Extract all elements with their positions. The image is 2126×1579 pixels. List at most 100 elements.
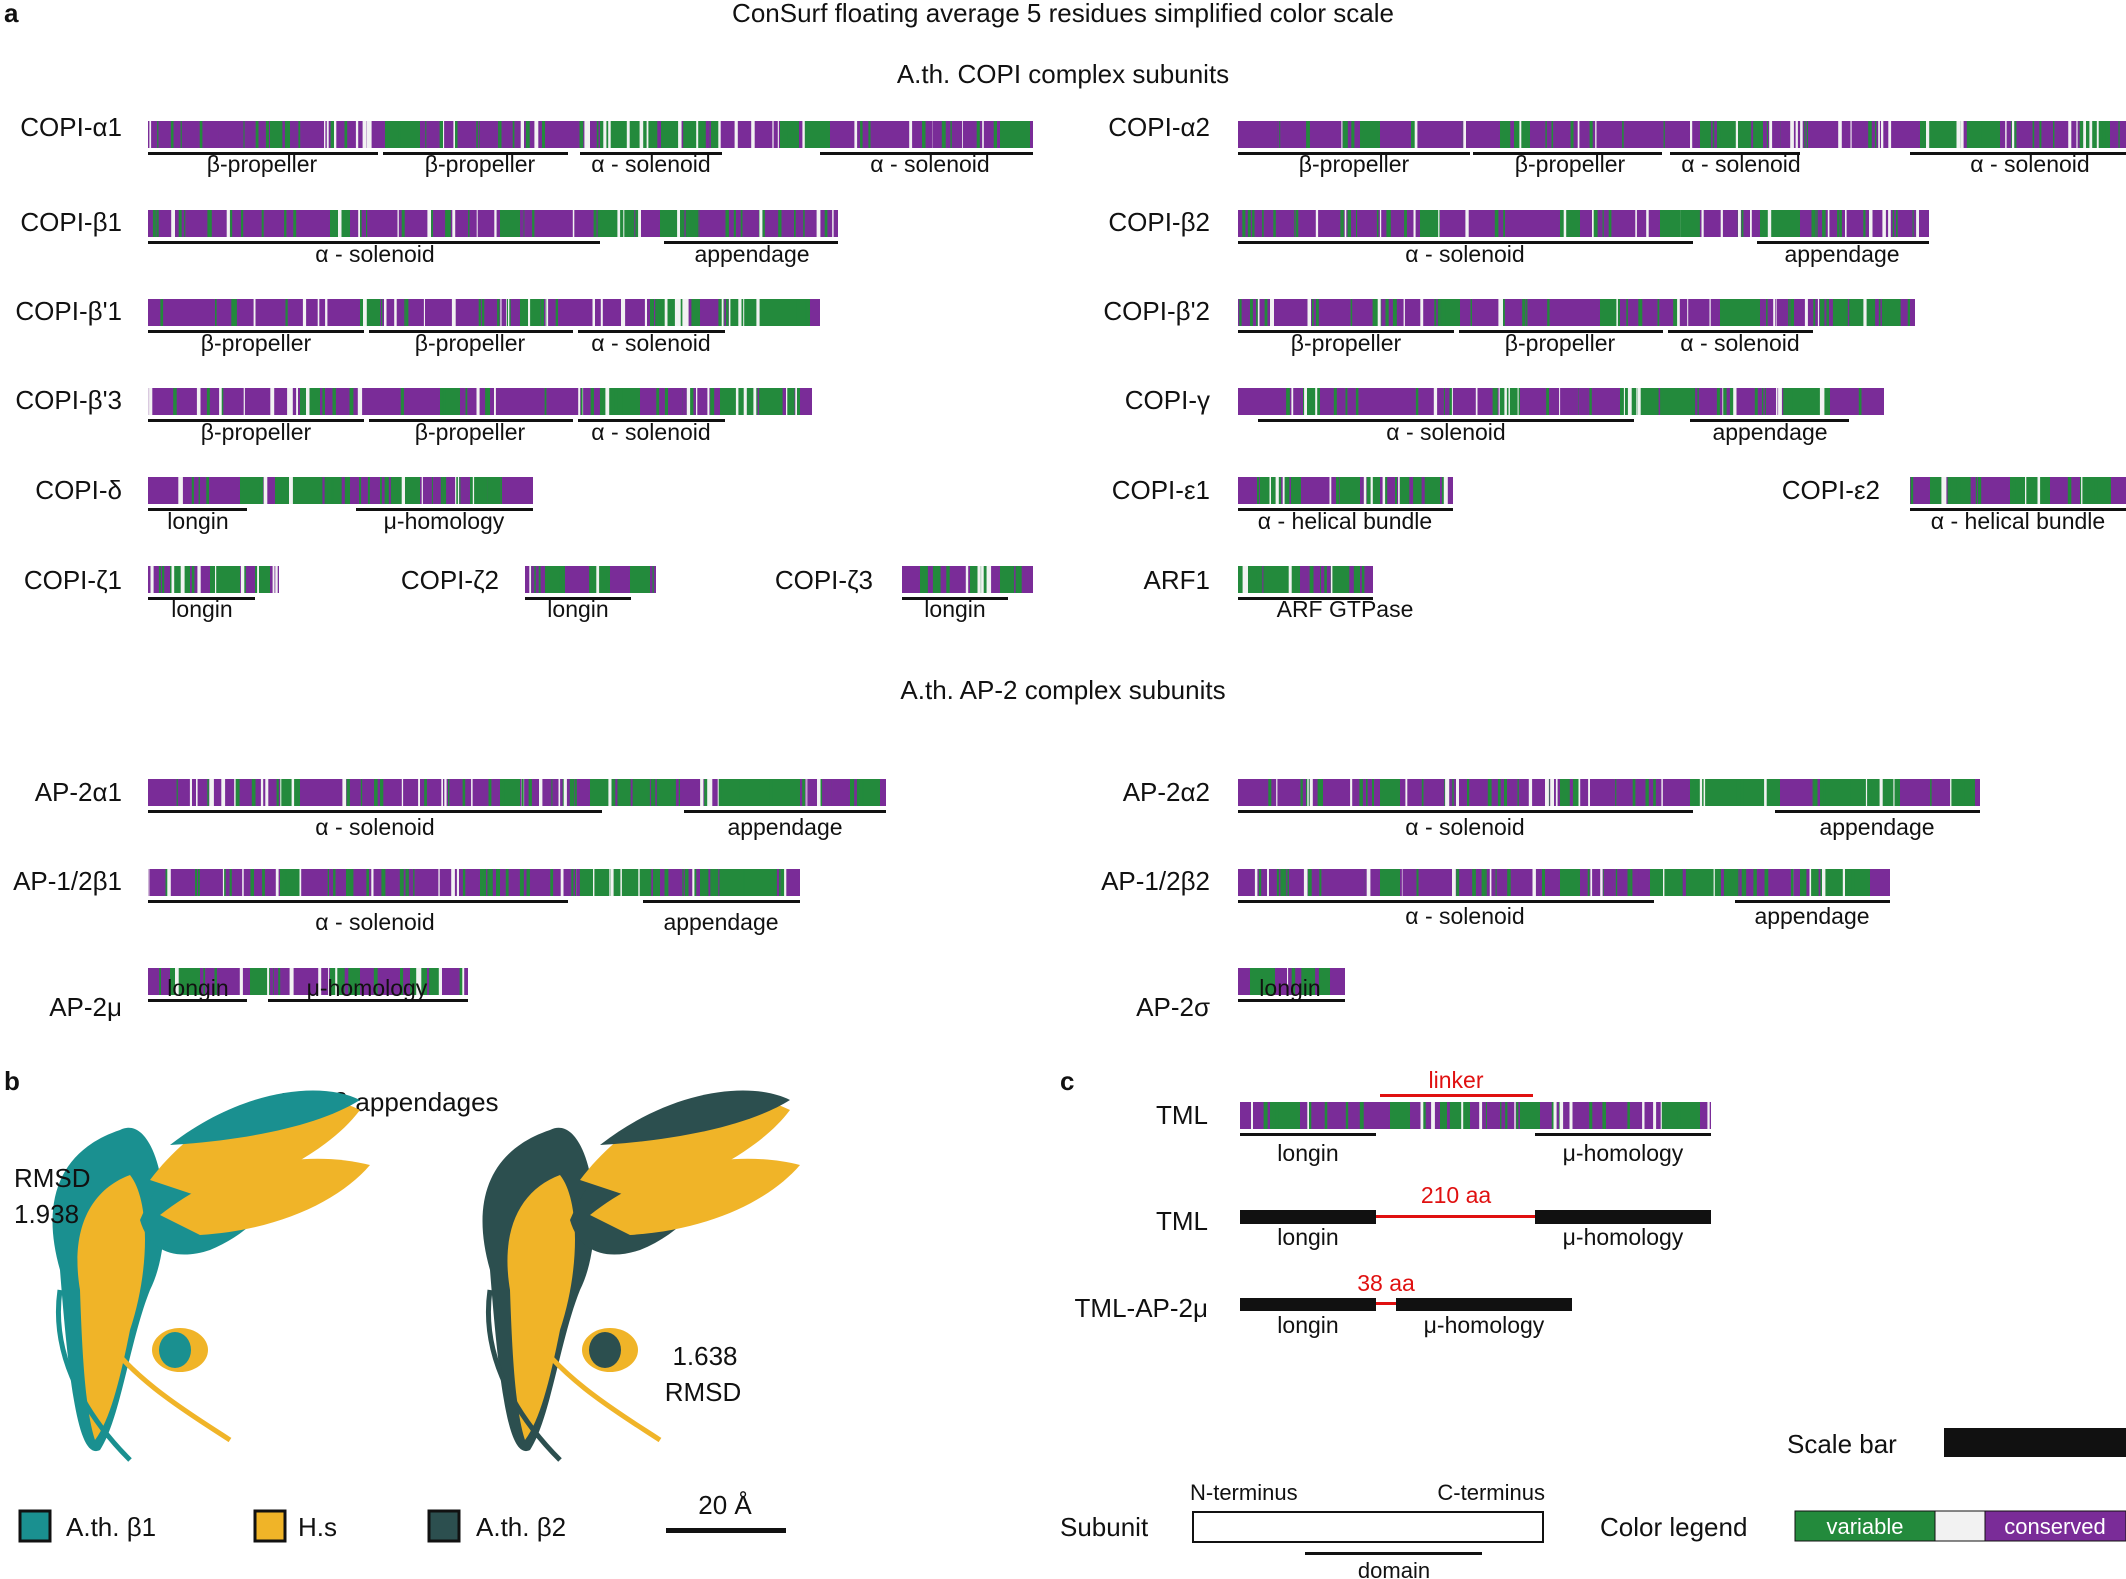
residue-stripe	[1602, 210, 1604, 237]
residue-stripe	[1292, 968, 1296, 995]
residue-stripe	[1863, 869, 1866, 896]
residue-stripe	[456, 477, 458, 504]
domain-label: domain	[1358, 1558, 1430, 1579]
scale-bar-label: Scale bar	[1787, 1429, 1897, 1459]
residue-stripe	[2023, 477, 2025, 504]
residue-stripe	[511, 299, 516, 326]
color-legend-variable-text: variable	[1826, 1514, 1903, 1539]
residue-stripe	[1811, 869, 1814, 896]
residue-stripe	[1941, 477, 1945, 504]
residue-stripe	[692, 299, 697, 326]
variable-segment	[1560, 869, 1580, 896]
residue-stripe	[1434, 299, 1437, 326]
residue-stripe	[1569, 779, 1573, 806]
residue-stripe	[1604, 779, 1607, 806]
residue-stripe	[1775, 299, 1777, 326]
residue-stripe	[1709, 299, 1711, 326]
residue-stripe	[1366, 869, 1371, 896]
residue-stripe	[681, 121, 684, 148]
residue-stripe	[652, 566, 654, 593]
residue-stripe	[563, 869, 568, 896]
residue-stripe	[278, 968, 281, 995]
residue-stripe	[359, 477, 362, 504]
residue-stripe	[1507, 869, 1511, 896]
residue-stripe	[963, 121, 967, 148]
residue-stripe	[1285, 869, 1289, 896]
residue-stripe	[331, 477, 333, 504]
residue-stripe	[450, 121, 454, 148]
domain-line	[1735, 900, 1890, 903]
domain-line	[1238, 330, 1454, 333]
residue-stripe	[555, 299, 558, 326]
residue-stripe	[1456, 779, 1459, 806]
residue-stripe	[1741, 210, 1744, 237]
residue-stripe	[244, 299, 247, 326]
variable-segment	[1320, 566, 1360, 593]
residue-stripe	[398, 121, 401, 148]
residue-stripe	[196, 388, 201, 415]
residue-stripe	[1459, 388, 1463, 415]
residue-stripe	[497, 299, 500, 326]
track-label: COPI-β2	[1108, 207, 1210, 237]
residue-stripe	[1413, 210, 1416, 237]
residue-stripe	[1550, 779, 1554, 806]
domain-line	[1459, 330, 1663, 333]
residue-stripe	[698, 210, 700, 237]
residue-stripe	[1782, 779, 1787, 806]
domain-line	[643, 900, 800, 903]
variable-segment	[700, 869, 780, 896]
residue-stripe	[1868, 121, 1872, 148]
residue-stripe	[1622, 121, 1624, 148]
residue-stripe	[1713, 869, 1715, 896]
track-copi-2: COPI-ε2 α - helical bundle	[1782, 475, 2126, 534]
residue-stripe	[1379, 210, 1382, 237]
residue-stripe	[1767, 210, 1772, 237]
residue-stripe	[302, 299, 307, 326]
residue-stripe	[1592, 210, 1595, 237]
residue-stripe	[682, 299, 687, 326]
residue-stripe	[1277, 121, 1280, 148]
residue-stripe	[1638, 869, 1643, 896]
residue-stripe	[533, 566, 536, 593]
residue-stripe	[344, 121, 348, 148]
residue-stripe	[1385, 477, 1388, 504]
residue-stripe	[2039, 121, 2043, 148]
track-label: COPI-δ	[35, 475, 122, 505]
variable-segment	[480, 869, 500, 896]
residue-stripe	[214, 968, 217, 995]
residue-stripe	[991, 566, 995, 593]
residue-stripe	[258, 869, 263, 896]
residue-stripe	[324, 121, 326, 148]
residue-stripe	[948, 121, 951, 148]
residue-stripe	[1553, 1102, 1557, 1129]
residue-stripe	[384, 299, 387, 326]
residue-stripe	[1820, 869, 1823, 896]
residue-stripe	[1965, 121, 1969, 148]
residue-stripe	[1315, 210, 1319, 237]
variable-segment	[1500, 121, 1530, 148]
residue-stripe	[1341, 1102, 1344, 1129]
residue-stripe	[435, 779, 439, 806]
structure-scale-label: 20 Å	[698, 1490, 752, 1520]
residue-stripe	[1525, 1102, 1529, 1129]
residue-stripe	[2102, 121, 2106, 148]
residue-stripe	[243, 121, 245, 148]
residue-stripe	[2003, 121, 2006, 148]
residue-stripe	[1956, 477, 1961, 504]
residue-stripe	[1932, 779, 1937, 806]
residue-stripe	[1461, 1102, 1464, 1129]
residue-stripe	[217, 779, 221, 806]
residue-stripe	[1464, 1102, 1467, 1129]
residue-stripe	[494, 388, 496, 415]
domain-label: α - solenoid	[1386, 419, 1505, 445]
residue-stripe	[600, 299, 603, 326]
residue-stripe	[351, 121, 355, 148]
residue-stripe	[1307, 1102, 1309, 1129]
residue-stripe	[1804, 299, 1808, 326]
residue-stripe	[159, 968, 161, 995]
residue-stripe	[223, 869, 226, 896]
residue-stripe	[733, 210, 736, 237]
residue-stripe	[1863, 210, 1867, 237]
residue-stripe	[1522, 299, 1526, 326]
residue-stripe	[955, 121, 959, 148]
